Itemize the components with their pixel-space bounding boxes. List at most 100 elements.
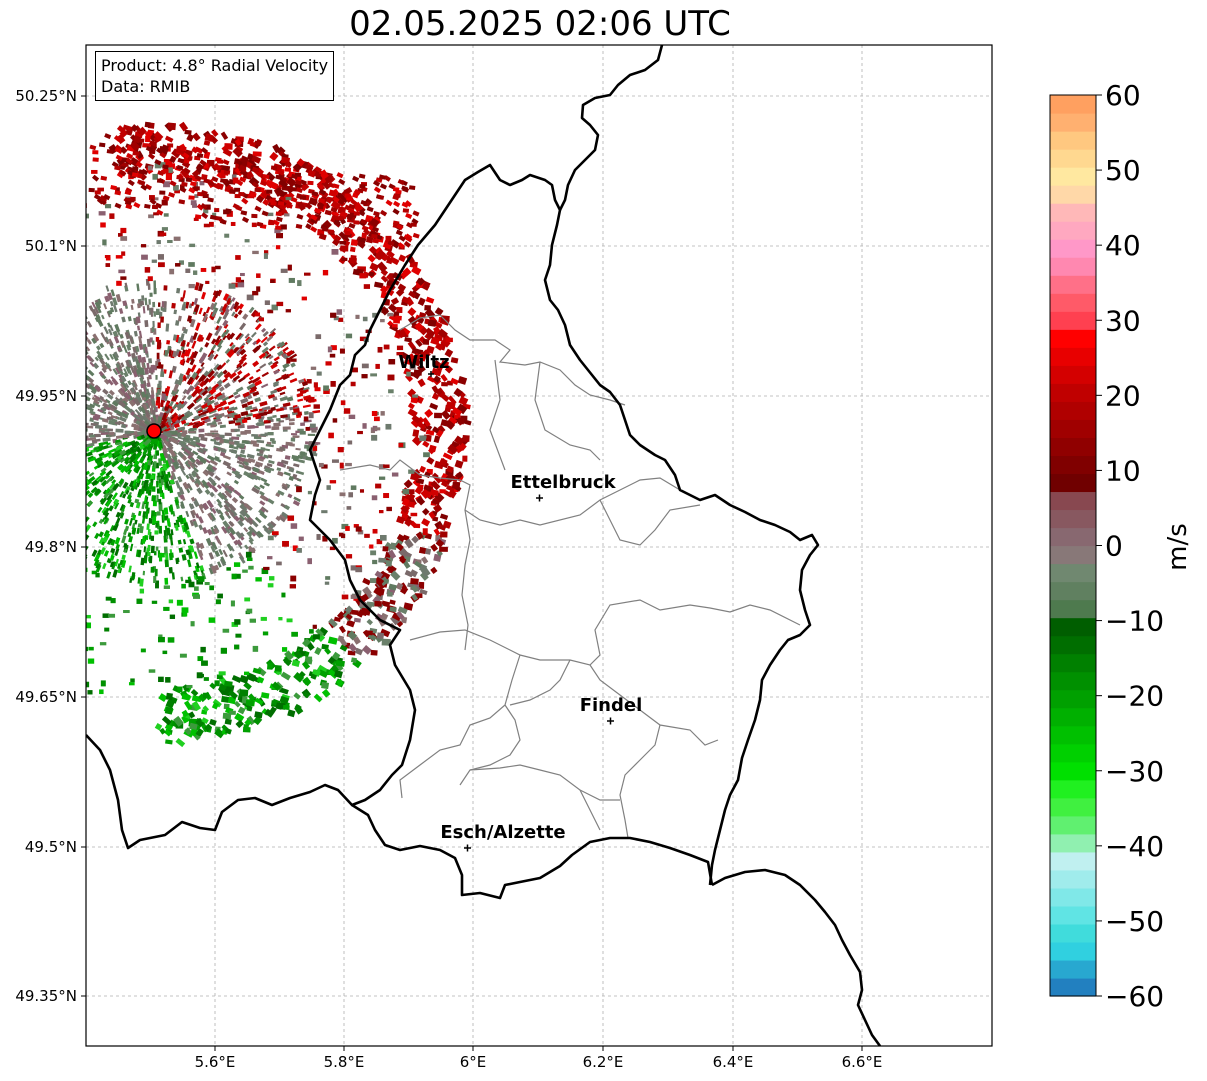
echo-pixel [145,510,149,520]
echo-pixel [87,476,96,484]
echo-pixel [228,553,234,559]
echo-pixel [183,522,190,531]
echo-pixel [91,396,99,403]
colorbar-ticks: 60 50 40 30 20 10 0 −10 −20 −30 −40 −50 −60 [1096,79,1164,1013]
echo-pixel [86,312,88,320]
echo-pixel [283,504,291,511]
echo-pixel [133,330,138,337]
echo-pixel [224,413,233,418]
echo-pixel [283,471,291,477]
echo-pixel [100,441,109,446]
echo-pixel [217,339,224,348]
echo-pixel [115,428,124,433]
echo-pixel [259,449,264,455]
echo-pixel [228,449,238,454]
echo-pixel [86,425,94,429]
echo-pixel [242,391,250,398]
echo-pixel [389,256,400,266]
echo-pixel [223,382,231,389]
echo-pixel [128,480,135,488]
echo-pixel [138,456,145,464]
echo-pixel [148,454,154,463]
echo-pixel [198,516,204,524]
echo-pixel [127,469,132,475]
echo-pixel [118,400,127,408]
echo-pixel [130,304,134,310]
echo-pixel [228,444,234,449]
echo-pixel [101,363,108,371]
echo-pixel [148,489,152,496]
echo-pixel [153,311,156,317]
echo-pixel [112,330,119,338]
echo-pixel [105,285,110,292]
echo-pixel [254,323,262,331]
echo-pixel [213,353,219,360]
colorbar-cell [1050,113,1096,132]
echo-pixel [143,438,152,447]
echo-pixel [185,373,191,380]
echo-pixel [233,515,240,522]
echo-pixel [396,533,406,542]
echo-pixel [202,482,209,490]
echo-pixel [186,394,193,401]
echo-pixel [234,422,241,426]
echo-pixel [123,441,131,448]
echo-pixel [369,262,380,272]
echo-pixel [96,350,103,359]
echo-pixel [196,487,203,495]
echo-pixel [119,559,124,566]
echo-pixel [222,319,229,327]
echo-pixel [119,490,125,498]
echo-pixel [124,485,131,495]
echo-pixel [214,441,221,446]
echo-pixel [446,484,456,492]
echo-pixel [193,574,197,580]
echo-pixel [300,451,306,456]
echo-pixel [122,400,129,407]
echo-pixel [279,396,289,402]
echo-pixel [291,433,298,436]
echo-pixel [136,447,142,454]
echo-pixel [233,479,239,485]
colorbar-cell [1050,941,1096,961]
echo-pixel [110,539,116,546]
echo-pixel [434,307,444,316]
echo-pixel [210,430,219,433]
echo-pixel [155,308,160,316]
echo-pixel [183,448,191,455]
echo-pixel [142,306,146,314]
echo-pixel [86,338,92,345]
colorbar-cell [1050,221,1096,240]
echo-pixel [130,423,140,429]
echo-pixel [190,471,197,478]
echo-pixel [86,395,91,402]
echo-pixel [274,404,279,408]
echo-pixel [133,464,139,472]
echo-pixel [288,418,295,422]
echo-pixel [101,367,107,373]
echo-pixel [103,517,109,525]
echo-pixel [192,424,200,429]
echo-pixel [288,475,295,481]
echo-pixel [252,360,260,368]
echo-pixel [259,500,266,506]
echo-pixel [155,337,160,342]
echo-pixel [252,466,260,473]
echo-pixel [96,318,104,327]
echo-pixel [97,298,103,305]
echo-pixel [177,413,186,421]
echo-pixel [281,352,288,359]
echo-pixel [200,413,207,418]
echo-pixel [189,503,195,510]
echo-pixel [186,315,192,323]
echo-pixel [162,307,167,312]
echo-pixel [227,394,234,400]
echo-pixel [176,287,181,294]
echo-pixel [261,346,269,354]
echo-pixel [181,554,187,561]
echo-pixel [129,577,133,583]
echo-pixel [195,397,203,403]
echo-pixel [267,431,274,436]
echo-pixel [199,380,206,388]
echo-pixel [163,432,172,437]
